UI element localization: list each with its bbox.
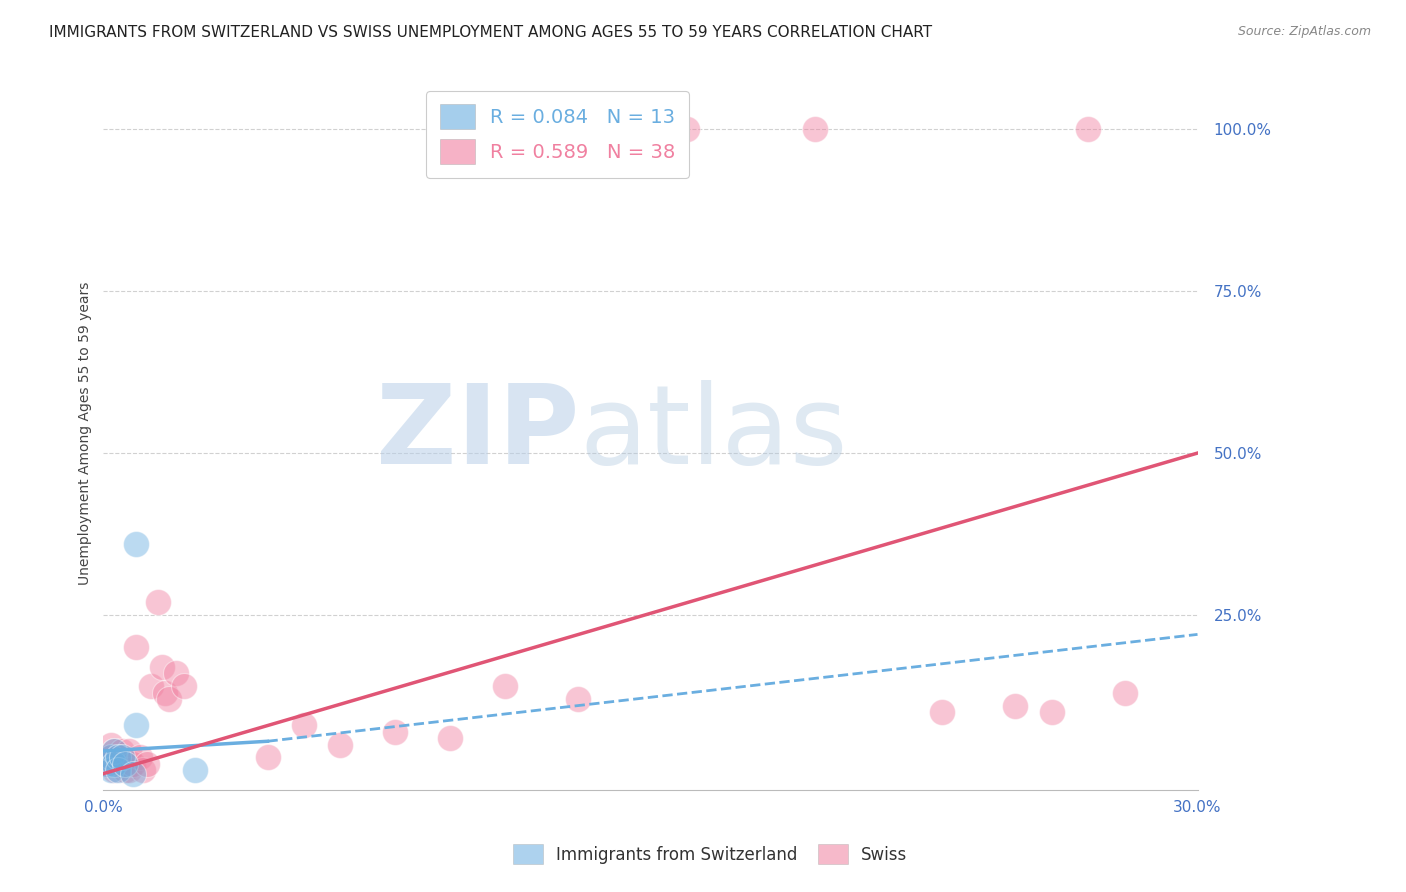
Point	[121, 756, 143, 771]
Point	[110, 750, 132, 764]
Point	[256, 750, 278, 764]
Point	[567, 692, 589, 706]
Point	[139, 679, 162, 693]
Point	[118, 744, 141, 758]
Point	[103, 756, 125, 771]
Point	[155, 686, 177, 700]
Point	[1114, 686, 1136, 700]
Text: atlas: atlas	[579, 380, 848, 487]
Point	[100, 738, 122, 752]
Text: ZIP: ZIP	[375, 380, 579, 487]
Point	[110, 756, 132, 771]
Point	[150, 660, 173, 674]
Point	[931, 705, 953, 719]
Point	[103, 744, 125, 758]
Point	[439, 731, 461, 745]
Y-axis label: Unemployment Among Ages 55 to 59 years: Unemployment Among Ages 55 to 59 years	[79, 282, 93, 585]
Point	[128, 750, 150, 764]
Point	[121, 766, 143, 780]
Point	[114, 764, 136, 778]
Point	[96, 756, 118, 771]
Point	[183, 764, 205, 778]
Point	[107, 750, 129, 764]
Point	[1040, 705, 1063, 719]
Point	[157, 692, 180, 706]
Point	[146, 595, 169, 609]
Point	[103, 744, 125, 758]
Point	[329, 738, 352, 752]
Point	[107, 756, 129, 771]
Point	[107, 764, 129, 778]
Point	[103, 764, 125, 778]
Point	[96, 756, 118, 771]
Text: Source: ZipAtlas.com: Source: ZipAtlas.com	[1237, 25, 1371, 38]
Legend: R = 0.084   N = 13, R = 0.589   N = 38: R = 0.084 N = 13, R = 0.589 N = 38	[426, 91, 689, 178]
Point	[1004, 698, 1026, 713]
Point	[165, 666, 187, 681]
Point	[118, 764, 141, 778]
Legend: Immigrants from Switzerland, Swiss: Immigrants from Switzerland, Swiss	[506, 838, 914, 871]
Text: IMMIGRANTS FROM SWITZERLAND VS SWISS UNEMPLOYMENT AMONG AGES 55 TO 59 YEARS CORR: IMMIGRANTS FROM SWITZERLAND VS SWISS UNE…	[49, 25, 932, 40]
Point	[384, 724, 406, 739]
Point	[136, 756, 159, 771]
Point	[100, 750, 122, 764]
Point	[107, 750, 129, 764]
Point	[110, 744, 132, 758]
Point	[494, 679, 516, 693]
Point	[173, 679, 195, 693]
Point	[125, 718, 148, 732]
Point	[100, 764, 122, 778]
Point	[125, 640, 148, 655]
Point	[132, 764, 155, 778]
Point	[676, 122, 699, 136]
Point	[114, 756, 136, 771]
Point	[292, 718, 315, 732]
Point	[803, 122, 825, 136]
Point	[100, 750, 122, 764]
Point	[1077, 122, 1099, 136]
Point	[125, 537, 148, 551]
